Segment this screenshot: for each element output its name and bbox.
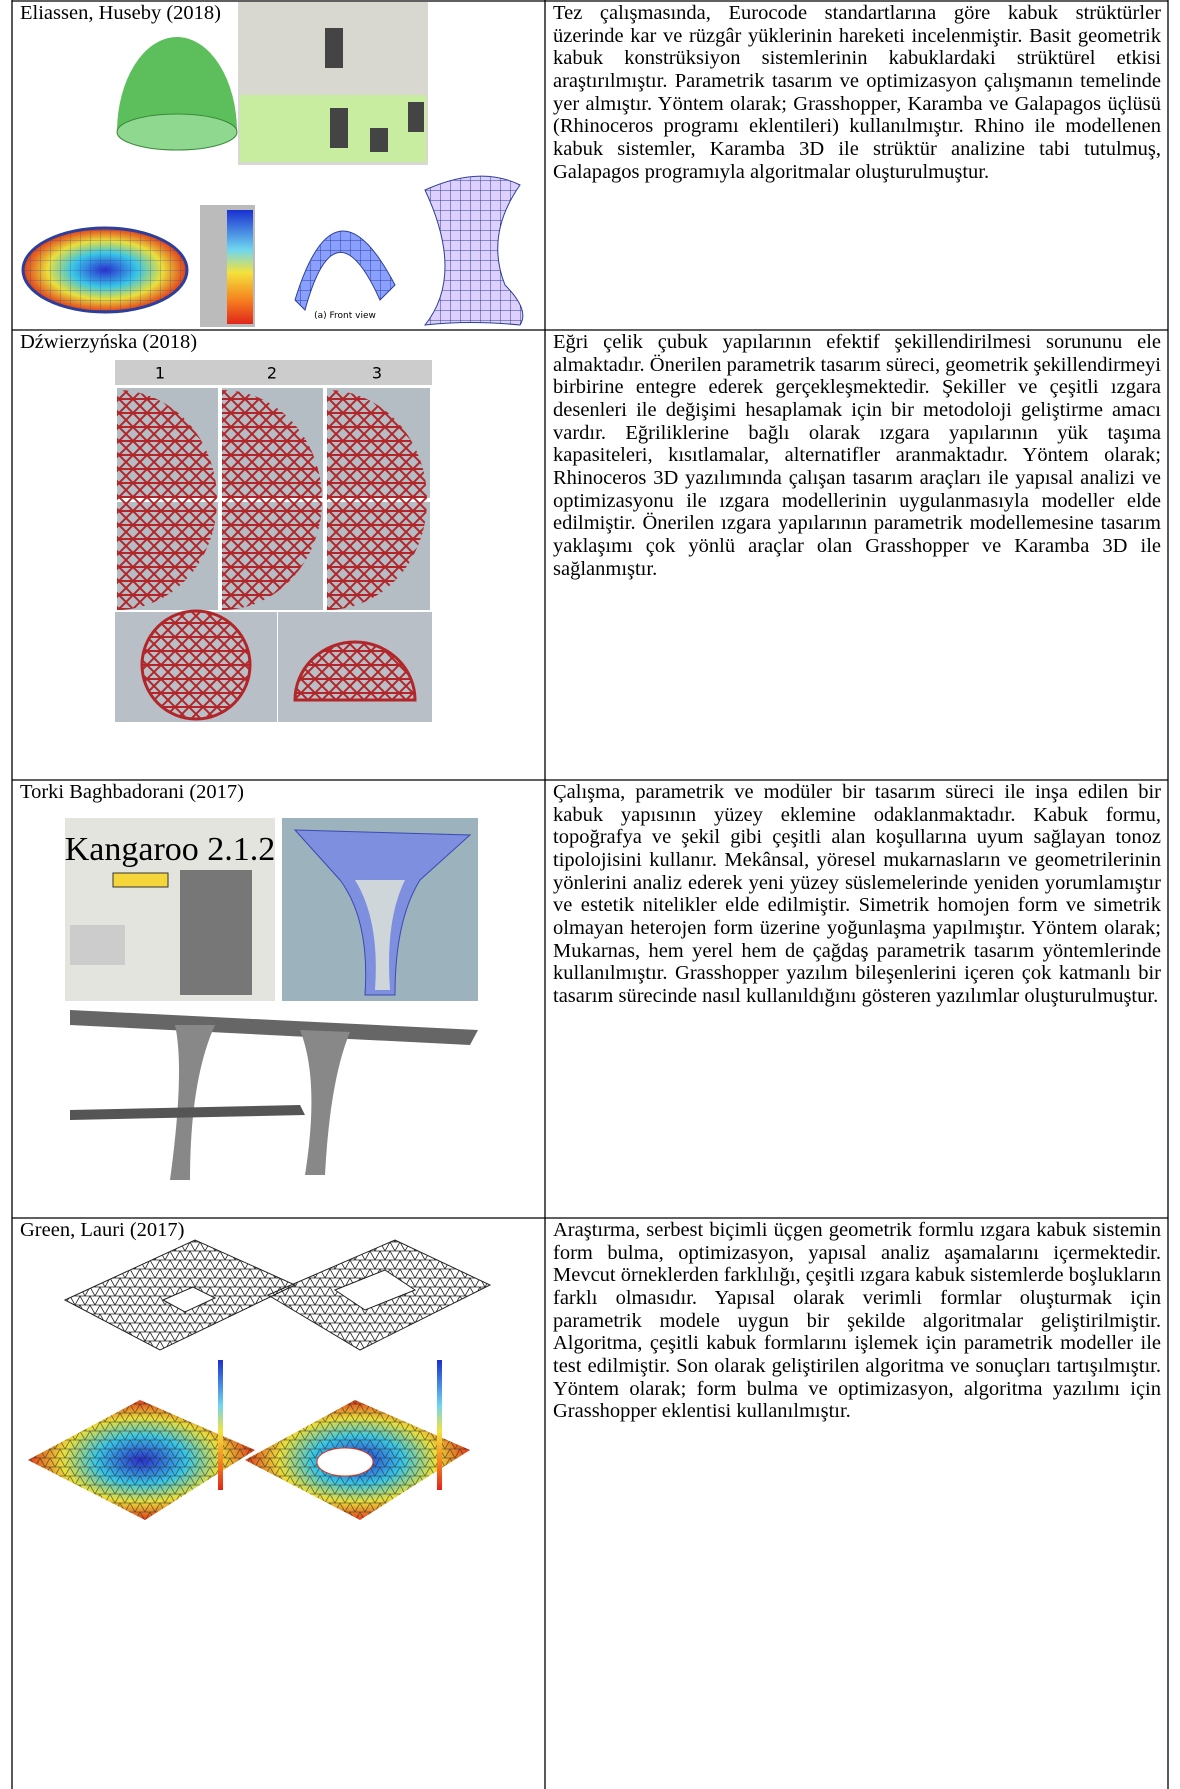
figure-dzwierzynska: 1 2 3 <box>115 360 432 723</box>
figure-green <box>28 1239 492 1520</box>
figure-label: (a) Front view <box>314 311 376 321</box>
figure-label: 1 <box>155 364 165 383</box>
figure-torki: Kangaroo 2.1.2 <box>65 818 478 1180</box>
figure-label: 2 <box>267 364 277 383</box>
reference: Torki Baghbadorani (2017) <box>20 781 245 803</box>
reference: Dźwierzyńska (2018) <box>20 331 198 353</box>
description: Araştırma, serbest biçimli üçgen geometr… <box>553 1219 1161 1423</box>
figure-label: 3 <box>372 364 382 383</box>
table-grid <box>11 0 1169 1789</box>
description: Eğri çelik çubuk yapılarının efektif şek… <box>553 331 1161 580</box>
reference: Eliassen, Huseby (2018) <box>20 2 221 24</box>
description: Tez çalışmasında, Eurocode standartların… <box>553 2 1161 183</box>
reference: Green, Lauri (2017) <box>20 1219 185 1241</box>
figure-eliassen: (a) Front view <box>21 2 524 327</box>
figure-label: Kangaroo 2.1.2 <box>65 831 276 868</box>
description: Çalışma, parametrik ve modüler bir tasar… <box>553 781 1161 1007</box>
